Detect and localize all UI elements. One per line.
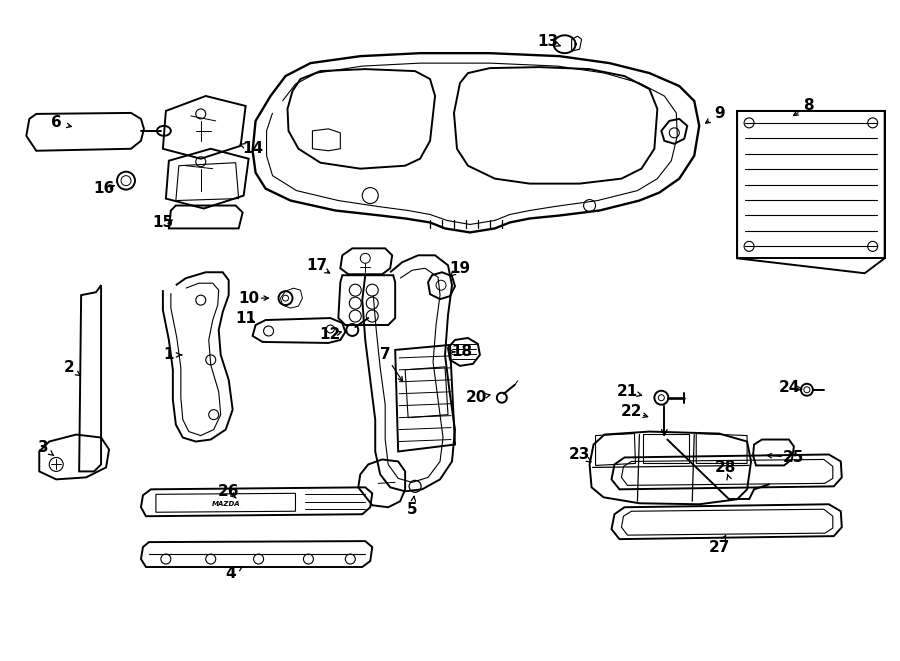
Text: 15: 15	[152, 215, 174, 230]
Text: 17: 17	[306, 258, 327, 273]
Text: 13: 13	[537, 34, 558, 49]
Text: 12: 12	[320, 327, 341, 342]
Text: 10: 10	[238, 291, 259, 305]
Text: 23: 23	[569, 447, 590, 462]
Text: 24: 24	[778, 380, 799, 395]
Text: 27: 27	[708, 539, 730, 555]
Text: 4: 4	[225, 566, 236, 582]
Text: 26: 26	[218, 484, 239, 499]
Text: 21: 21	[616, 384, 638, 399]
Text: 5: 5	[407, 502, 418, 517]
Text: 3: 3	[38, 440, 49, 455]
Text: 7: 7	[380, 348, 391, 362]
Text: 1: 1	[164, 348, 174, 362]
Text: 19: 19	[449, 260, 471, 276]
Text: 11: 11	[235, 311, 256, 326]
Text: 9: 9	[714, 106, 724, 122]
Text: 25: 25	[783, 450, 805, 465]
Text: 14: 14	[242, 141, 263, 156]
Text: 2: 2	[64, 360, 75, 375]
Text: 20: 20	[466, 390, 488, 405]
Text: 16: 16	[94, 181, 114, 196]
Text: 8: 8	[804, 98, 814, 114]
Text: 6: 6	[50, 116, 61, 130]
Text: 18: 18	[452, 344, 472, 360]
Text: 28: 28	[715, 460, 736, 475]
Text: 22: 22	[621, 404, 643, 419]
Text: MAZDA: MAZDA	[212, 501, 240, 507]
